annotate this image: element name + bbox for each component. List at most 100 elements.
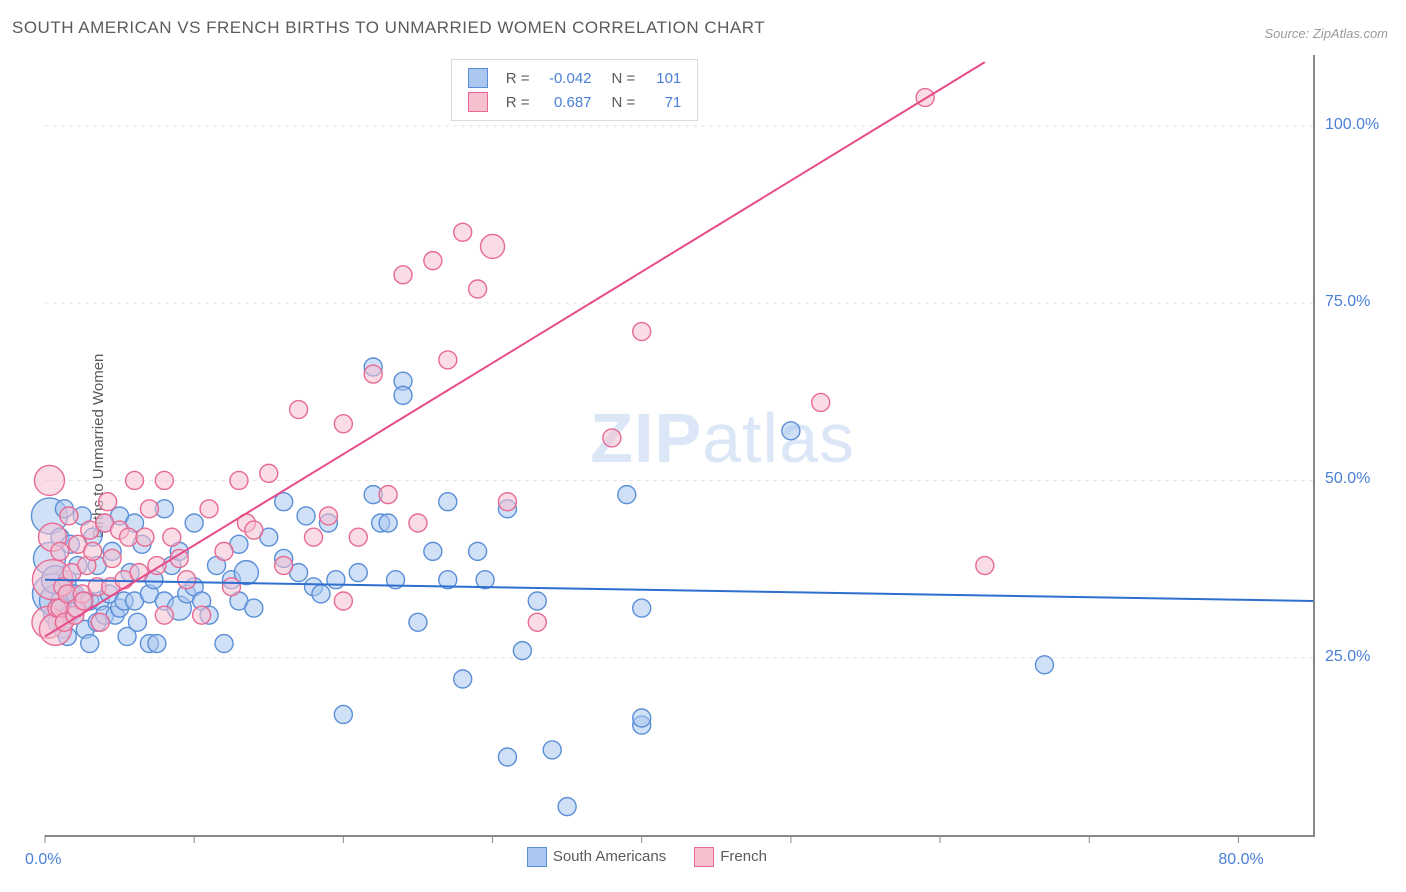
data-point [513,642,531,660]
data-point [349,564,367,582]
data-point [103,549,121,567]
data-point [120,528,138,546]
data-point [439,351,457,369]
correlation-table: R =-0.042N =101R =0.687N =71 [462,66,688,114]
data-point [178,571,196,589]
data-point [327,571,345,589]
data-point [84,542,102,560]
correlation-row: R =-0.042N =101 [462,66,688,90]
x-tick-label: 80.0% [1218,851,1263,869]
data-point [633,709,651,727]
data-point [782,422,800,440]
data-point [469,542,487,560]
data-point [126,471,144,489]
data-point [394,266,412,284]
n-label: N = [598,90,642,114]
legend-label: South Americans [553,848,666,865]
data-point [334,415,352,433]
x-tick-label: 0.0% [25,851,61,869]
r-value: -0.042 [536,66,598,90]
data-point [140,500,158,518]
y-tick-label: 100.0% [1325,116,1379,134]
data-point [379,514,397,532]
data-point [185,514,203,532]
legend-item: French [694,847,767,867]
data-point [349,528,367,546]
legend-swatch [468,92,488,112]
data-point [163,528,181,546]
data-point [215,635,233,653]
data-point [498,493,516,511]
data-point [424,252,442,270]
data-point [334,705,352,723]
data-point [379,486,397,504]
data-point [528,613,546,631]
data-point [155,606,173,624]
data-point [558,798,576,816]
legend-swatch [527,847,547,867]
legend-swatch [468,68,488,88]
data-point [245,521,263,539]
data-point [603,429,621,447]
data-point [633,323,651,341]
data-point [290,401,308,419]
r-value: 0.687 [536,90,598,114]
chart-svg [0,0,1406,892]
data-point [91,613,109,631]
data-point [1035,656,1053,674]
r-label: R = [500,66,536,90]
data-point [155,471,173,489]
data-point [481,234,505,258]
legend-label: French [720,848,767,865]
data-point [75,592,93,610]
data-point [469,280,487,298]
data-point [543,741,561,759]
data-point [454,670,472,688]
data-point [633,599,651,617]
trend-line [45,62,985,636]
data-point [81,635,99,653]
series-legend: South Americans French [527,847,767,867]
data-point [439,493,457,511]
data-point [222,578,240,596]
data-point [297,507,315,525]
n-label: N = [598,66,642,90]
n-value: 101 [641,66,687,90]
data-point [454,223,472,241]
data-point [60,507,78,525]
legend-item: South Americans [527,847,666,867]
data-point [394,386,412,404]
data-point [319,507,337,525]
data-point [99,493,117,511]
n-value: 71 [641,90,687,114]
data-point [812,393,830,411]
data-point [305,528,323,546]
correlation-row: R =0.687N =71 [462,90,688,114]
data-point [334,592,352,610]
data-point [409,514,427,532]
data-point [498,748,516,766]
data-point [34,465,64,495]
data-point [215,542,233,560]
y-tick-label: 25.0% [1325,648,1370,666]
data-point [409,613,427,631]
data-point [128,613,146,631]
data-point [148,635,166,653]
y-tick-label: 75.0% [1325,293,1370,311]
data-point [424,542,442,560]
correlation-legend: R =-0.042N =101R =0.687N =71 [451,59,699,121]
data-point [51,542,69,560]
data-point [136,528,154,546]
r-label: R = [500,90,536,114]
data-point [200,500,218,518]
data-point [618,486,636,504]
data-point [230,471,248,489]
legend-swatch [694,847,714,867]
data-point [193,606,211,624]
data-point [245,599,263,617]
data-point [364,365,382,383]
data-point [260,464,278,482]
data-point [312,585,330,603]
data-point [275,557,293,575]
data-point [976,557,994,575]
